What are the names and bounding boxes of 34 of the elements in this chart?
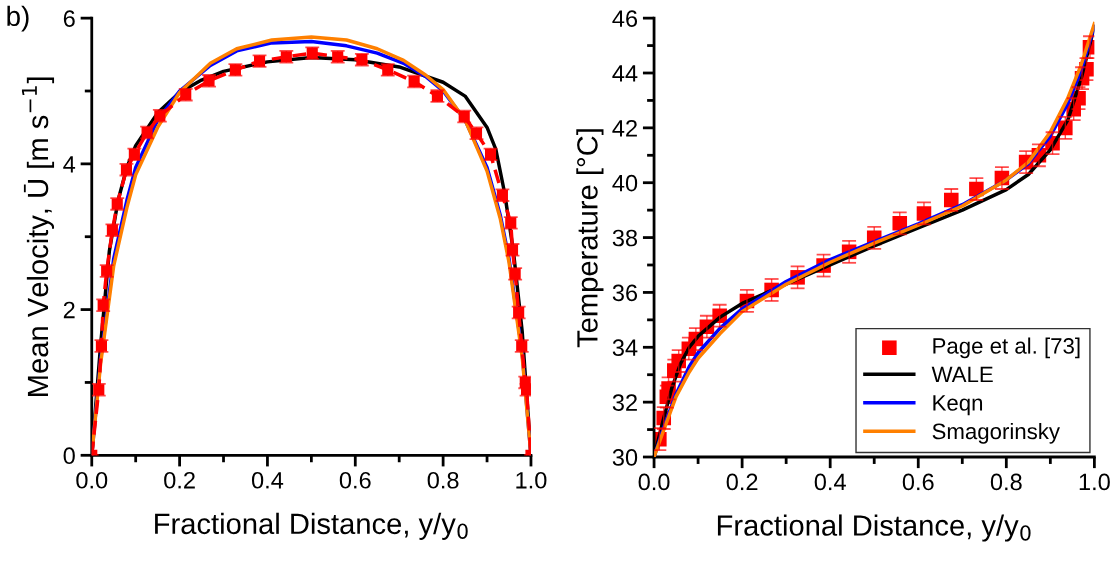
y-tick-label: 38: [612, 229, 638, 247]
x-tick-label: 0.2: [164, 471, 195, 489]
y-axis-title: Temperature [°C]: [576, 129, 604, 348]
text: b): [7, 5, 29, 32]
x-tick-label: 0.0: [76, 471, 108, 489]
legend-label: Keqn: [933, 395, 983, 416]
y-tick-label: 44: [612, 65, 638, 82]
y-tick-label: 4: [63, 156, 76, 173]
y-tick-label: 30: [612, 449, 638, 466]
y-tick-label: 40: [612, 174, 638, 192]
legend-label: Smagorinsky: [932, 422, 1060, 444]
y-tick-label: 32: [612, 394, 637, 411]
x-tick-label: 0.2: [726, 473, 758, 491]
x-tick-label: 0.6: [902, 473, 934, 491]
legend-label: Page et al. [73]: [933, 337, 1080, 359]
y-tick-label: 36: [612, 284, 638, 302]
x-tick-label: 1.0: [1079, 473, 1110, 491]
x-tick-label: 0.4: [251, 471, 284, 489]
y-tick-label: 2: [63, 301, 75, 319]
x-axis-title: Fractional Distance, y/y$_{0}$: [155, 512, 468, 540]
y-tick-label: 6: [63, 10, 75, 27]
x-axis-title: Fractional Distance, y/y$_{0}$: [717, 514, 1031, 542]
y-tick-label: 0: [63, 447, 75, 465]
y-tick-label: 42: [612, 119, 637, 137]
y-axis-title: Mean Velocity, Ū [m s$^{−1}$]: [21, 77, 55, 396]
x-tick-label: 1.0: [516, 471, 547, 489]
legend-label: WALE: [931, 366, 993, 383]
y-tick-label: 46: [612, 10, 638, 27]
y-tick-label: 34: [612, 339, 638, 357]
x-tick-label: 0.8: [427, 471, 459, 489]
x-tick-label: 0.8: [990, 473, 1022, 491]
x-tick-label: 0.0: [638, 473, 670, 491]
x-tick-label: 0.6: [339, 471, 371, 489]
x-tick-label: 0.4: [814, 473, 846, 491]
